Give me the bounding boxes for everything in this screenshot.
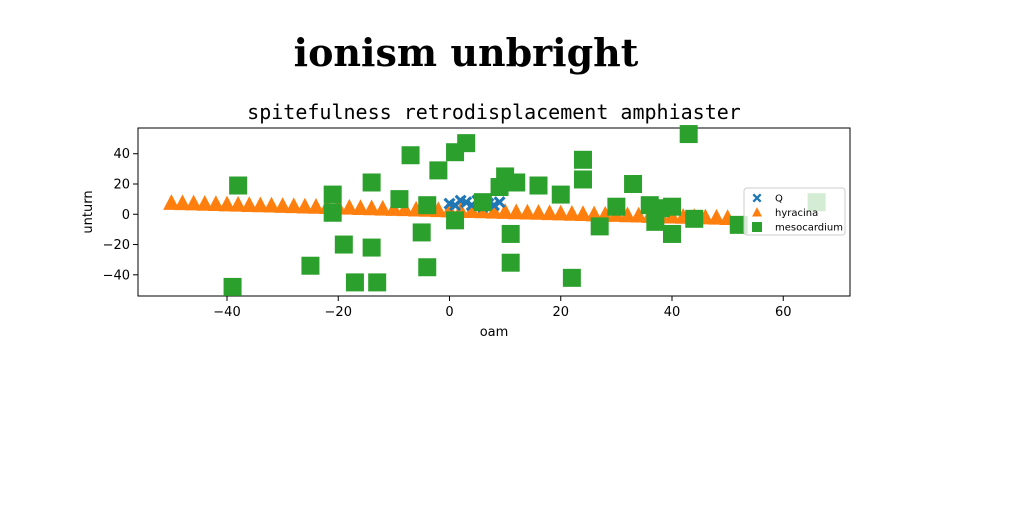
chart-title: spitefulness retrodisplacement amphiaste… [247,100,741,124]
mesocardium-point [562,268,581,287]
mesocardium-point [223,277,242,296]
legend-mesocardium-label: mesocardium [775,223,843,234]
mesocardium-point [729,215,748,234]
mesocardium-point [607,197,626,216]
legend-Q-label: Q [775,194,783,205]
hyracina-point [196,194,213,211]
mesocardium-point [412,223,431,242]
y-tick-label: 20 [113,178,130,193]
mesocardium-point [418,258,437,277]
axes: −40 −20 0 20 40 60 −40 −20 0 20 40 [103,147,792,320]
mesocardium-point [301,256,320,275]
mesocardium-point [362,238,381,257]
mesocardium-point [574,170,592,189]
hyracina-point [285,197,302,214]
mesocardium-point [345,273,364,292]
mesocardium-point [685,209,704,228]
mesocardium-point [574,150,592,169]
hyracina-point [519,203,536,220]
hyracina-point [485,202,503,219]
mesocardium-point [507,173,526,192]
mesocardium-point [368,273,387,292]
hyracina-point [341,198,358,215]
hyracina-point [708,208,725,225]
x-tick-label: 20 [552,305,569,320]
hyracina-point [530,204,547,220]
legend-box [743,187,846,236]
x-tick-label: 0 [445,305,453,320]
mesocardium-point [590,217,609,236]
x-tick-label: −40 [213,305,240,320]
hyracina-point [363,199,380,216]
mesocardium-point [323,185,342,204]
x-tick-label: −20 [325,305,352,320]
hyracina-point [574,205,592,222]
y-tick-label: −20 [103,238,130,253]
mesocardium-point [551,185,570,204]
mesocardium-point [334,235,353,254]
hyracina-point [463,202,480,218]
hyracina-point [396,200,414,217]
mesocardium-point [501,224,520,243]
legend-Q-marker [752,193,762,203]
legend-hyracina-marker [752,207,762,217]
mesocardium-point [663,197,681,216]
mesocardium-point [229,176,248,195]
hyracina-point [563,204,581,221]
mesocardium-point [679,125,698,144]
hyracina-point [163,194,180,210]
y-axis-label: unturn [81,190,96,233]
hyracina-point [552,204,569,221]
y-tick-label: 40 [113,147,130,162]
hyracina-point [263,196,280,213]
mesocardium-point [473,193,492,212]
hyracina-point [619,206,636,223]
mesocardium-point [390,190,409,209]
hyracina-point [496,203,514,219]
mesocardium-point [624,175,643,193]
hyracina-point [508,203,525,220]
hyracina-point [185,194,202,211]
mesocardium-point [501,253,520,272]
plot-area [137,127,851,297]
x-axis-label: oam [480,325,509,340]
mesocardium-point [401,146,420,165]
mesocardium-point [663,224,681,243]
legend-mesocardium-marker [752,222,762,232]
hyracina-point [352,199,369,215]
data-marks [163,125,826,296]
hyracina-point [274,197,291,213]
mesocardium-point [362,173,381,192]
hyracina-point [296,197,314,214]
mesocardium-point [446,211,465,230]
x-tick-label: 60 [775,305,792,320]
Q-point [493,196,506,209]
mesocardium-point [418,196,437,215]
y-tick-label: 0 [122,208,130,223]
mesocardium-point [457,134,476,153]
hyracina-point [374,199,391,216]
hyracina-point [229,195,247,212]
figure-title: ionism unbright [293,30,639,75]
mesocardium-point [323,203,342,222]
x-tick-label: 40 [664,305,681,320]
legend-hyracina-label: hyracina [775,208,818,219]
mesocardium-point [646,212,665,231]
hyracina-point [541,204,558,221]
hyracina-point [218,195,236,212]
mesocardium-point [529,176,548,195]
hyracina-point [630,206,647,223]
hyracina-point [207,195,225,212]
hyracina-point [307,198,325,214]
hyracina-point [241,196,258,212]
Q-point [460,196,473,209]
mesocardium-point [429,161,448,180]
hyracina-point [174,194,191,211]
y-tick-label: −40 [103,268,130,283]
hyracina-point [252,196,269,213]
